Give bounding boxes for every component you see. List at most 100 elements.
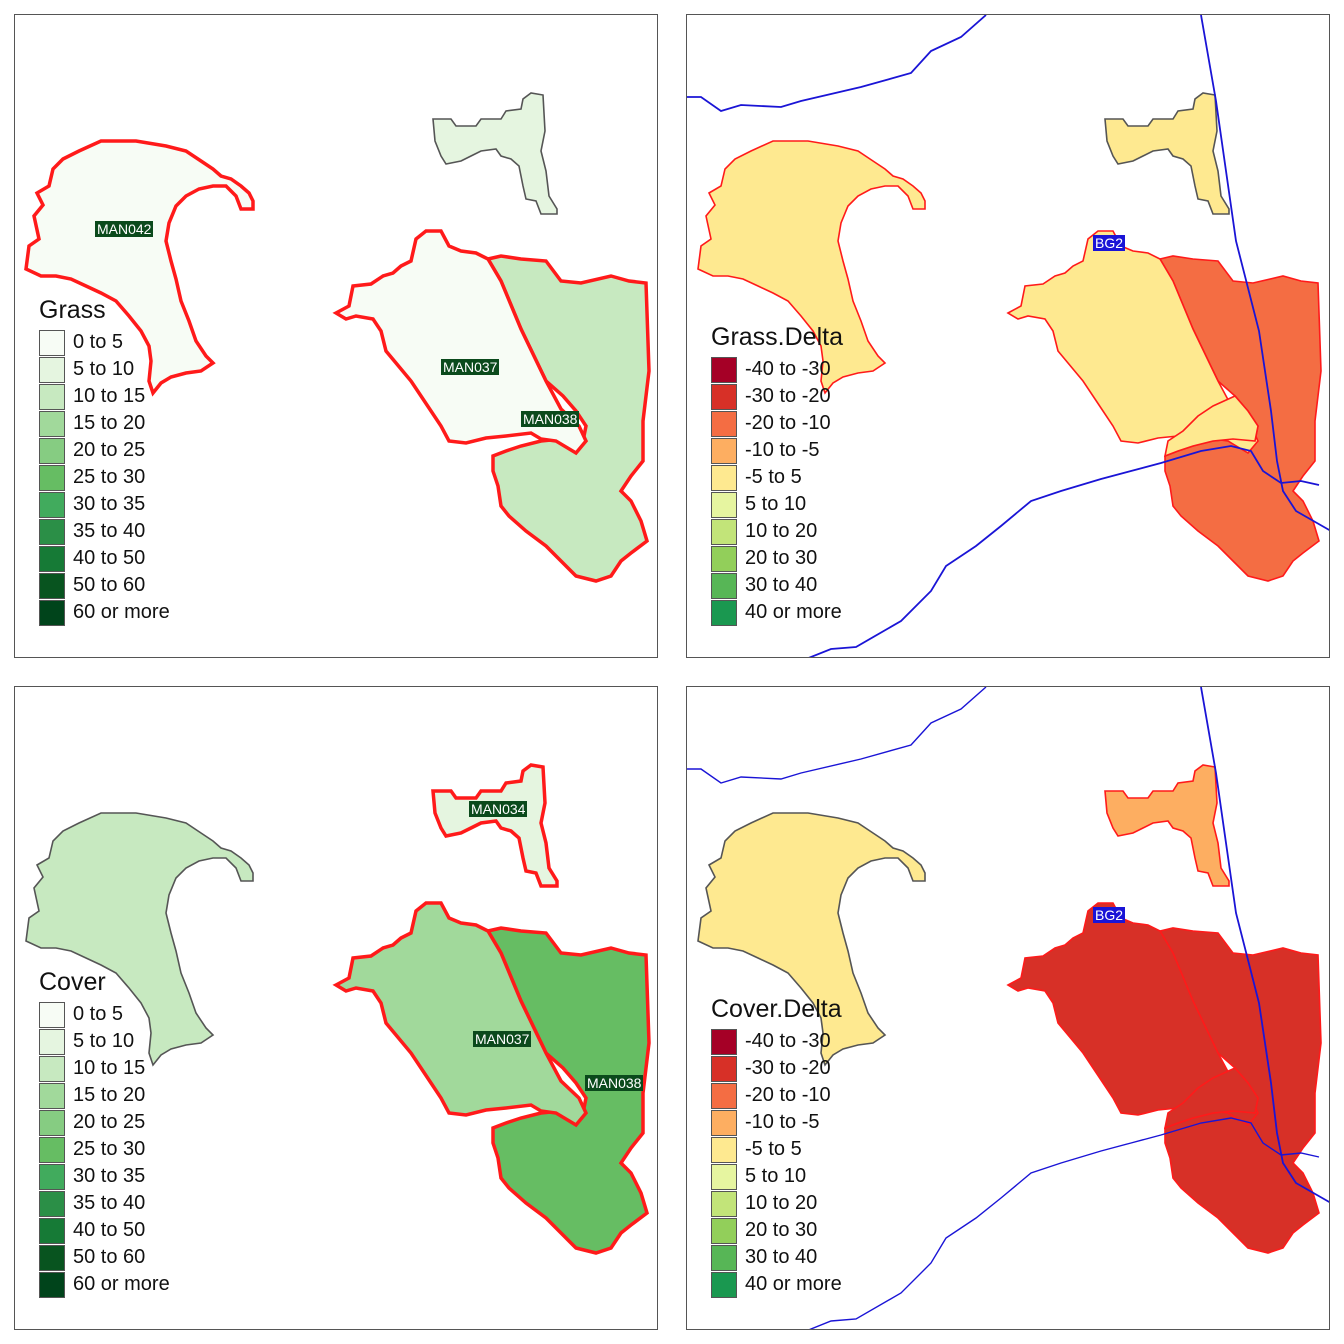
legend-label: 10 to 20	[745, 1192, 818, 1214]
river-line	[687, 15, 987, 112]
river-line	[1200, 687, 1329, 1203]
legend-swatch	[711, 1244, 737, 1271]
legend-swatch	[711, 1109, 737, 1136]
legend-swatch	[39, 356, 65, 383]
map-canvas	[687, 15, 1329, 657]
legend-swatch	[39, 518, 65, 545]
legend-label: -30 to -20	[745, 385, 831, 407]
map-panel-grass: MAN042 MAN037 MAN038 Grass 0 to 5 5 to 1…	[14, 14, 658, 658]
legend-swatch	[39, 1109, 65, 1136]
legend-label: 40 to 50	[73, 547, 146, 569]
legend-swatch	[711, 437, 737, 464]
legend-label: 30 to 35	[73, 1165, 146, 1187]
legend-swatch	[711, 518, 737, 545]
legend-label: 50 to 60	[73, 574, 146, 596]
legend-swatch	[711, 1271, 737, 1298]
legend-swatch	[39, 1163, 65, 1190]
legend-item: -5 to 5	[711, 1136, 842, 1163]
polygon-top[interactable]	[1104, 92, 1230, 215]
legend-swatch	[711, 1136, 737, 1163]
legend-label: 40 or more	[745, 601, 842, 623]
legend-swatch	[39, 1082, 65, 1109]
label-bg2: BG2	[1093, 907, 1126, 923]
legend-swatch	[39, 464, 65, 491]
legend-label: -5 to 5	[745, 466, 802, 488]
legend-swatch	[711, 464, 737, 491]
legend-swatch	[711, 383, 737, 410]
legend-grass-delta: Grass.Delta -40 to -30 -30 to -20 -20 to…	[711, 322, 843, 626]
legend-label: 5 to 10	[73, 1030, 135, 1052]
legend-label: 15 to 20	[73, 1084, 146, 1106]
label-man037: MAN037	[441, 359, 500, 375]
legend-item: 5 to 10	[711, 491, 843, 518]
legend-label: 0 to 5	[73, 1003, 124, 1025]
legend-item: 25 to 30	[39, 1136, 170, 1163]
legend-swatch	[711, 572, 737, 599]
legend-swatch	[39, 1244, 65, 1271]
legend-swatch	[711, 1082, 737, 1109]
legend-label: -40 to -30	[745, 358, 831, 380]
legend-swatch	[39, 572, 65, 599]
legend-title: Cover	[39, 968, 106, 996]
legend-swatch	[711, 410, 737, 437]
legend-swatch	[39, 1190, 65, 1217]
legend-label: -30 to -20	[745, 1057, 831, 1079]
legend-label: 35 to 40	[73, 1192, 146, 1214]
legend-label: 25 to 30	[73, 466, 146, 488]
legend-label: -5 to 5	[745, 1138, 802, 1160]
legend-label: 10 to 15	[73, 1057, 146, 1079]
legend-item: 15 to 20	[39, 410, 170, 437]
legend-swatch	[711, 1217, 737, 1244]
polygon-man034[interactable]	[431, 763, 559, 888]
legend-title: Grass.Delta	[711, 323, 843, 351]
legend-item: 30 to 40	[711, 572, 843, 599]
map-canvas	[687, 687, 1329, 1329]
legend-item: -30 to -20	[711, 383, 843, 410]
legend-item: -20 to -10	[711, 1082, 842, 1109]
map-panel-grass-delta: BG2 Grass.Delta -40 to -30 -30 to -20 -2…	[686, 14, 1330, 658]
legend-item: 30 to 40	[711, 1244, 842, 1271]
legend-label: -20 to -10	[745, 1084, 831, 1106]
river-line	[809, 1117, 1320, 1329]
legend-label: 5 to 10	[73, 358, 135, 380]
legend-item: 50 to 60	[39, 572, 170, 599]
legend-item: -40 to -30	[711, 356, 843, 383]
legend-swatch	[39, 410, 65, 437]
legend-cover: Cover 0 to 5 5 to 10 10 to 15 15 to 20 2…	[39, 967, 170, 1298]
legend-swatch	[39, 329, 65, 356]
legend-item: 40 or more	[711, 599, 843, 626]
polygon-top[interactable]	[1104, 764, 1230, 887]
legend-item: 40 or more	[711, 1271, 842, 1298]
legend-label: 20 to 30	[745, 547, 818, 569]
legend-item: 60 or more	[39, 599, 170, 626]
legend-item: 10 to 20	[711, 1190, 842, 1217]
legend-item: 5 to 10	[39, 1028, 170, 1055]
legend-title: Cover.Delta	[711, 995, 842, 1023]
polygon-man034[interactable]	[432, 92, 558, 215]
legend-swatch	[39, 545, 65, 572]
legend-item: 30 to 35	[39, 1163, 170, 1190]
legend-label: -20 to -10	[745, 412, 831, 434]
legend-swatch	[39, 491, 65, 518]
legend-swatch	[711, 356, 737, 383]
legend-swatch	[711, 1190, 737, 1217]
legend-label: 10 to 15	[73, 385, 146, 407]
legend-swatch	[39, 383, 65, 410]
legend-item: 50 to 60	[39, 1244, 170, 1271]
legend-swatch	[39, 437, 65, 464]
legend-item: 10 to 15	[39, 383, 170, 410]
legend-item: -20 to -10	[711, 410, 843, 437]
map-panel-cover: MAN034 MAN037 MAN038 Cover 0 to 5 5 to 1…	[14, 686, 658, 1330]
legend-item: -30 to -20	[711, 1055, 842, 1082]
legend-label: 20 to 25	[73, 439, 146, 461]
legend-label: 25 to 30	[73, 1138, 146, 1160]
legend-item: 35 to 40	[39, 518, 170, 545]
legend-item: 35 to 40	[39, 1190, 170, 1217]
legend-title: Grass	[39, 296, 106, 324]
legend-item: 0 to 5	[39, 1001, 170, 1028]
legend-label: -10 to -5	[745, 439, 820, 461]
legend-label: 50 to 60	[73, 1246, 146, 1268]
legend-swatch	[39, 1001, 65, 1028]
label-man034: MAN034	[469, 801, 528, 817]
legend-label: 0 to 5	[73, 331, 124, 353]
